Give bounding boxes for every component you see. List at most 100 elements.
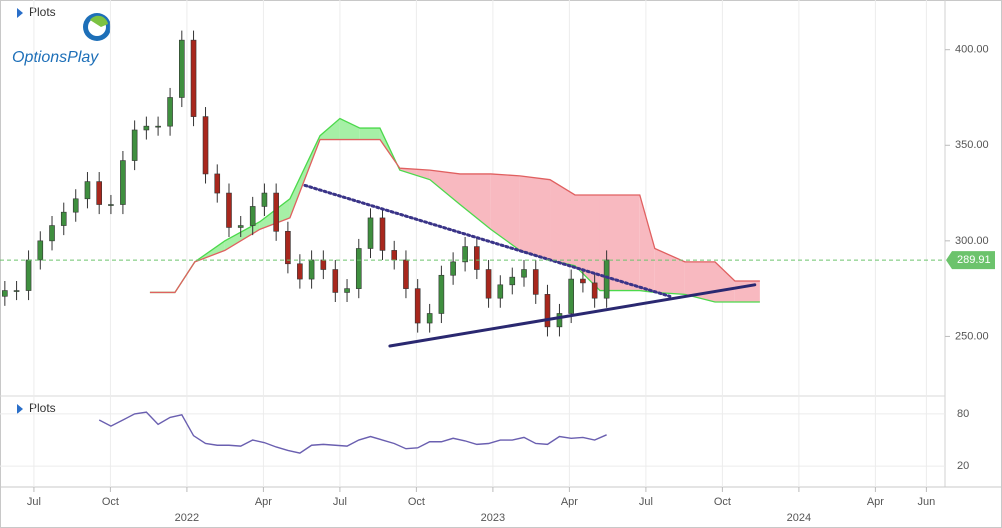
candle-body	[485, 269, 492, 299]
x-tick-label: Jul	[27, 496, 41, 508]
trendline	[303, 183, 672, 298]
candle-body	[532, 269, 539, 295]
x-tick-label: 2024	[787, 512, 811, 524]
y-tick-label: 300.00	[955, 235, 989, 247]
candle-body	[403, 259, 409, 289]
cloud-fill	[429, 170, 461, 205]
candle-body	[556, 313, 563, 328]
candle-body	[544, 294, 551, 328]
candle-body	[202, 116, 209, 175]
cloud-fill	[654, 248, 685, 295]
y-tick-label: 250.00	[955, 330, 989, 342]
candle-body	[214, 173, 221, 194]
candle-body	[179, 39, 185, 98]
cloud-fill	[460, 173, 491, 230]
candle-body	[308, 259, 315, 280]
candle-body	[450, 261, 456, 276]
candle-body	[261, 192, 268, 207]
candle-body	[521, 269, 527, 278]
candle-body	[72, 198, 79, 213]
candle-body	[462, 246, 468, 263]
candle-body	[591, 282, 598, 299]
cloud-fill	[359, 128, 380, 140]
x-tick-label: Jul	[639, 496, 653, 508]
indicator-line	[98, 411, 607, 454]
cloud-fill	[320, 118, 340, 140]
x-tick-label: Oct	[102, 496, 119, 508]
candle-body	[25, 259, 32, 291]
y-tick-label: 350.00	[955, 139, 989, 151]
candle-body	[131, 129, 138, 161]
candle-body	[414, 288, 421, 324]
candle-body	[37, 240, 44, 261]
candle-body	[603, 259, 610, 299]
candle-body	[285, 230, 291, 265]
candle-body	[332, 269, 339, 293]
candle-body	[580, 278, 586, 284]
candle-body	[108, 204, 114, 206]
x-tick-label: 2023	[481, 512, 505, 524]
x-tick-label: Oct	[408, 496, 425, 508]
x-tick-label: Jun	[918, 496, 936, 508]
trendline	[388, 283, 757, 348]
plots-toggle[interactable]	[17, 404, 23, 414]
candle-body	[13, 290, 20, 292]
x-tick-label: Apr	[867, 496, 884, 508]
candle-body	[297, 263, 303, 280]
cloud-fill	[224, 221, 260, 251]
panel-title: Plots	[29, 401, 56, 415]
cloud-fill	[519, 175, 551, 260]
candle-body	[155, 125, 161, 128]
cloud-line	[149, 138, 760, 294]
cloud-fill	[734, 280, 760, 303]
cloud-fill	[599, 194, 640, 291]
plots-toggle[interactable]	[17, 8, 23, 18]
y-tick-label: 80	[957, 408, 969, 420]
x-tick-label: Jul	[333, 496, 347, 508]
candle-body	[167, 97, 173, 127]
candle-body	[438, 274, 445, 314]
candle-body	[190, 39, 197, 117]
candle-body	[426, 313, 433, 324]
candle-body	[249, 206, 256, 226]
candle-body	[509, 276, 516, 286]
candle-body	[391, 250, 398, 261]
candle-body	[226, 192, 232, 228]
last-price-label: 289.91	[957, 254, 991, 266]
panel-title: Plots	[29, 5, 56, 19]
y-tick-label: 20	[957, 460, 969, 472]
candle-body	[367, 217, 374, 249]
candle-body	[2, 290, 8, 297]
cloud-fill	[639, 194, 655, 293]
x-tick-label: Apr	[561, 496, 578, 508]
candle-body	[320, 259, 327, 270]
x-tick-label: Oct	[714, 496, 731, 508]
cloud-fill	[575, 194, 600, 291]
candle-body	[120, 160, 126, 205]
cloud-fill	[550, 179, 576, 266]
candle-body	[568, 278, 574, 314]
y-tick-label: 400.00	[955, 44, 989, 56]
logo-leaf	[90, 15, 108, 27]
candle-body	[497, 284, 504, 299]
candle-body	[96, 181, 102, 205]
candle-body	[60, 211, 67, 226]
x-tick-label: Apr	[255, 496, 272, 508]
candle-body	[49, 225, 55, 242]
candle-body	[237, 225, 244, 228]
cloud-fill	[339, 118, 360, 140]
logo-text: OptionsPlay	[12, 49, 99, 66]
last-price-tag	[946, 251, 995, 270]
cloud-fill	[490, 173, 520, 251]
candle-body	[355, 248, 362, 289]
candle-body	[84, 181, 91, 200]
candle-body	[474, 246, 480, 270]
x-tick-label: 2022	[175, 512, 199, 524]
candle-body	[379, 217, 386, 251]
candle-body	[344, 288, 350, 293]
candle-body	[143, 125, 150, 131]
candle-body	[273, 192, 279, 232]
